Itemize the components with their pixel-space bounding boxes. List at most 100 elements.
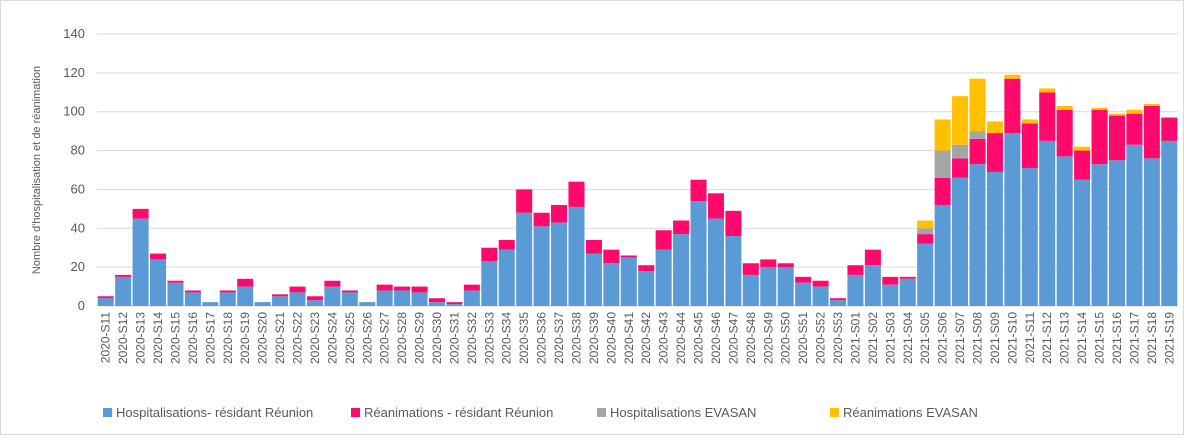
- bar-segment: [952, 144, 969, 159]
- x-tick-label: 2021-S09: [988, 312, 1002, 364]
- bar-segment: [777, 267, 794, 306]
- bar-segment: [725, 210, 742, 237]
- legend-swatch: [103, 408, 112, 417]
- bar-segment: [446, 304, 463, 306]
- bar-segment: [1039, 88, 1056, 93]
- bar-segment: [847, 274, 864, 306]
- bar-segment: [777, 263, 794, 268]
- x-tick-label: 2021-S04: [901, 312, 915, 364]
- x-tick-label: 2020-S39: [587, 312, 601, 364]
- bar-segment: [917, 228, 934, 235]
- x-tick-label: 2021-S15: [1093, 312, 1107, 364]
- bar-segment: [202, 302, 219, 306]
- bar-segment: [219, 290, 236, 293]
- y-tick-label: 20: [71, 259, 85, 274]
- bar-segment: [899, 276, 916, 279]
- legend-label: Réanimations - résidant Réunion: [364, 405, 553, 420]
- x-tick-label: 2020-S53: [831, 312, 845, 364]
- bar-segment: [986, 133, 1003, 172]
- x-tick-label: 2020-S29: [413, 312, 427, 364]
- x-tick-label: 2020-S49: [761, 312, 775, 364]
- bar-segment: [289, 292, 306, 306]
- bar-segment: [707, 218, 724, 306]
- x-tick-label: 2020-S30: [430, 312, 444, 364]
- bar-segment: [1108, 160, 1125, 306]
- x-tick-label: 2020-S37: [552, 312, 566, 364]
- bar-segment: [97, 296, 114, 299]
- bar-segment: [481, 247, 498, 262]
- y-tick-label: 120: [63, 65, 85, 80]
- bar-segment: [760, 259, 777, 268]
- bar-segment: [498, 249, 515, 306]
- bar-segment: [1126, 113, 1143, 145]
- bar-segment: [376, 290, 393, 306]
- x-tick-label: 2021-S03: [883, 312, 897, 364]
- bar-segment: [1021, 119, 1038, 124]
- x-tick-label: 2021-S07: [953, 312, 967, 364]
- x-tick-label: 2020-S11: [99, 312, 113, 363]
- x-tick-label: 2021-S05: [918, 312, 932, 364]
- bar-segment: [655, 230, 672, 250]
- bar-segment: [516, 189, 533, 213]
- bar-segment: [585, 253, 602, 306]
- bar-segment: [603, 249, 620, 264]
- bar-segment: [254, 302, 271, 306]
- bar-segment: [690, 179, 707, 202]
- x-tick-label: 2020-S47: [726, 312, 740, 364]
- y-axis-title: Nombre d'hospitalisation et de réanimati…: [31, 66, 43, 274]
- x-tick-label: 2020-S22: [291, 312, 305, 364]
- bar-segment: [115, 274, 132, 277]
- bar-segment: [150, 253, 167, 260]
- bar-segment: [1039, 92, 1056, 141]
- bar-segment: [1004, 133, 1021, 306]
- bar-segment: [394, 286, 411, 291]
- bar-segment: [184, 292, 201, 306]
- bar-segment: [795, 282, 812, 306]
- x-tick-label: 2021-S11: [1023, 312, 1037, 363]
- bar-segment: [498, 239, 515, 250]
- x-tick-label: 2020-S32: [465, 312, 479, 364]
- bar-segment: [1143, 158, 1160, 306]
- x-tick-label: 2020-S48: [744, 312, 758, 364]
- bar-segment: [237, 286, 254, 306]
- bar-segment: [428, 298, 446, 303]
- x-tick-label: 2020-S41: [622, 312, 636, 364]
- x-tick-label: 2020-S46: [709, 312, 723, 364]
- bar-segment: [934, 177, 951, 205]
- x-tick-label: 2021-S18: [1145, 312, 1159, 364]
- x-tick-label: 2020-S16: [186, 312, 200, 364]
- x-tick-label: 2020-S43: [657, 312, 671, 364]
- bar-segment: [864, 265, 881, 306]
- bar-segment: [917, 220, 934, 229]
- bar-segment: [341, 290, 358, 293]
- bar-segment: [690, 201, 707, 306]
- bar-segment: [516, 212, 533, 306]
- x-tick-label: 2021-S02: [866, 312, 880, 364]
- x-tick-label: 2020-S40: [604, 312, 618, 364]
- bar-segment: [533, 212, 550, 227]
- x-tick-label: 2021-S14: [1075, 312, 1089, 364]
- bar-segment: [1021, 168, 1038, 306]
- bar-segment: [306, 300, 323, 306]
- x-tick-label: 2020-S36: [535, 312, 549, 364]
- y-tick-label: 140: [63, 26, 85, 41]
- bar-segment: [1021, 123, 1038, 169]
- bar-segment: [446, 302, 463, 305]
- bar-segment: [969, 138, 986, 165]
- x-tick-label: 2020-S14: [151, 312, 165, 364]
- x-tick-label: 2020-S44: [674, 312, 688, 364]
- bar-segment: [864, 249, 881, 266]
- bar-segment: [1004, 74, 1021, 79]
- y-tick-label: 0: [78, 298, 85, 313]
- bar-segment: [585, 239, 602, 254]
- x-tick-label: 2020-S42: [639, 312, 653, 364]
- bar-segment: [115, 276, 132, 306]
- bar-segment: [655, 249, 672, 306]
- x-tick-label: 2021-S16: [1110, 312, 1124, 364]
- x-tick-label: 2020-S12: [116, 312, 130, 364]
- x-tick-label: 2020-S21: [273, 312, 287, 364]
- x-tick-label: 2021-S17: [1127, 312, 1141, 364]
- bar-segment: [934, 119, 951, 151]
- x-tick-label: 2021-S12: [1040, 312, 1054, 364]
- bar-segment: [952, 177, 969, 306]
